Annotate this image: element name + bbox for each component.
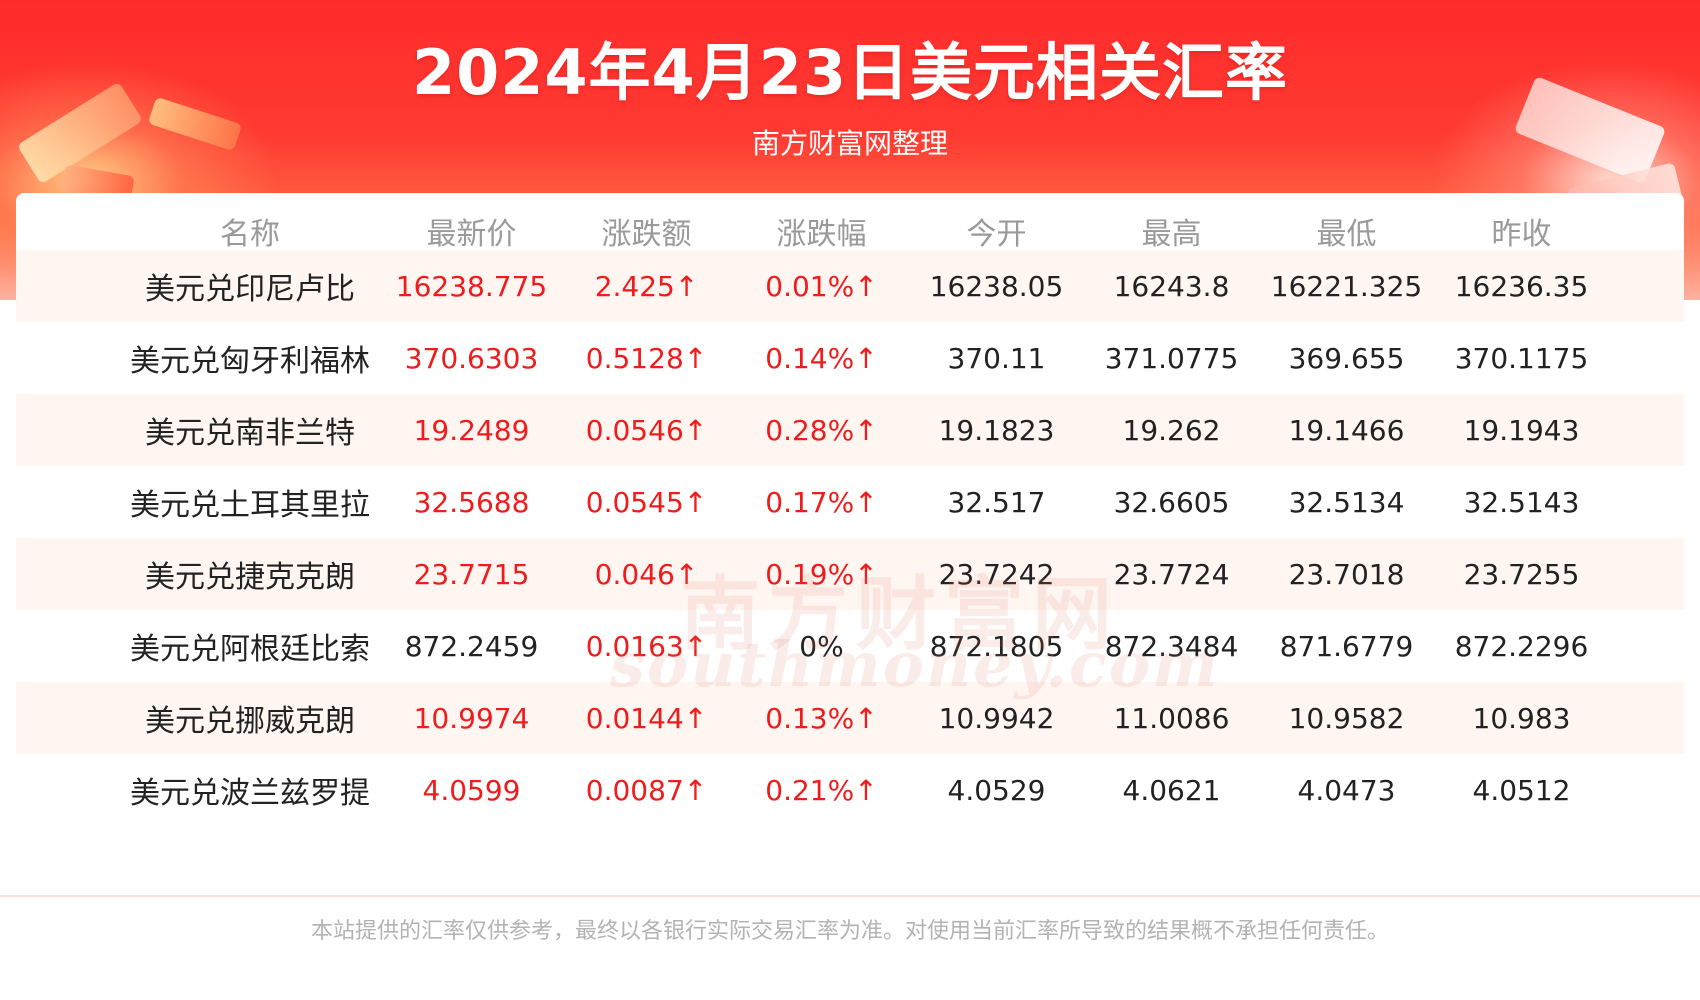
- cell-name: 美元兑土耳其里拉: [130, 488, 370, 523]
- cell-open: 872.1805: [929, 629, 1064, 663]
- table-row: 美元兑波兰兹罗提 4.0599 0.0087↑ 0.21%↑ 4.0529 4.0621 4…: [16, 754, 1684, 826]
- cell-high: 32.6605: [1113, 485, 1230, 519]
- cell-change-pct: 0.28%↑: [765, 413, 878, 447]
- cell-high: 19.262: [1122, 413, 1221, 447]
- cell-prev-close: 872.2296: [1454, 629, 1589, 663]
- cell-latest: 32.5688: [413, 485, 530, 519]
- cell-change-pct: 0.14%↑: [765, 341, 878, 375]
- cell-name: 美元兑匈牙利福林: [130, 344, 370, 379]
- footer-disclaimer: 本站提供的汇率仅供参考，最终以各银行实际交易汇率为准。对使用当前汇率所导致的结果…: [310, 919, 1389, 944]
- cell-low: 4.0473: [1297, 773, 1396, 807]
- cell-latest: 23.7715: [413, 557, 530, 591]
- cell-prev-close: 23.7255: [1463, 557, 1580, 591]
- cell-change: 0.0545↑: [585, 485, 708, 519]
- cell-prev-close: 370.1175: [1454, 341, 1589, 375]
- column-header-change-pct: 涨跌幅: [776, 217, 867, 252]
- cell-change-pct: 0.01%↑: [765, 269, 878, 303]
- cell-open: 19.1823: [938, 413, 1055, 447]
- cell-prev-close: 10.983: [1472, 701, 1571, 735]
- table-row: 美元兑匈牙利福林 370.6303 0.5128↑ 0.14%↑ 370.11 371.0…: [16, 322, 1684, 394]
- page-subtitle: 南方财富网整理: [751, 127, 948, 160]
- cell-change: 2.425↑: [594, 269, 699, 303]
- column-header-low: 最低: [1316, 217, 1377, 252]
- cell-change: 0.0087↑: [585, 773, 708, 807]
- cell-prev-close: 16236.35: [1454, 269, 1589, 303]
- cell-open: 23.7242: [938, 557, 1055, 591]
- table-row: 美元兑捷克克朗 23.7715 0.046↑ 0.19%↑ 23.7242 23.7724…: [16, 538, 1684, 610]
- cell-low: 871.6779: [1279, 629, 1414, 663]
- footer-divider: [0, 895, 1700, 897]
- cell-low: 32.5134: [1288, 485, 1405, 519]
- cell-high: 16243.8: [1113, 269, 1230, 303]
- page-title: 2024年4月23日美元相关汇率: [412, 36, 1288, 109]
- cell-open: 32.517: [947, 485, 1046, 519]
- cell-change: 0.0163↑: [585, 629, 708, 663]
- cell-high: 4.0621: [1122, 773, 1221, 807]
- cell-name: 美元兑挪威克朗: [145, 704, 355, 739]
- cell-change-pct: 0.13%↑: [765, 701, 878, 735]
- cell-latest: 10.9974: [413, 701, 530, 735]
- table-row: 美元兑印尼卢比 16238.775 2.425↑ 0.01%↑ 16238.05 1624…: [16, 250, 1684, 322]
- table-row: 美元兑土耳其里拉 32.5688 0.0545↑ 0.17%↑ 32.517 32.660…: [16, 466, 1684, 538]
- cell-latest: 872.2459: [404, 629, 539, 663]
- cell-change-pct: 0.17%↑: [765, 485, 878, 519]
- cell-name: 美元兑捷克克朗: [145, 560, 355, 595]
- cell-open: 370.11: [947, 341, 1046, 375]
- cell-low: 10.9582: [1288, 701, 1405, 735]
- column-header-open: 今开: [966, 217, 1027, 252]
- cell-prev-close: 4.0512: [1472, 773, 1571, 807]
- cell-change-pct: 0.21%↑: [765, 773, 878, 807]
- column-header-name: 名称: [220, 217, 280, 252]
- cell-name: 美元兑南非兰特: [145, 416, 355, 451]
- cell-change-pct: 0%: [799, 629, 844, 663]
- cell-name: 美元兑波兰兹罗提: [130, 776, 370, 811]
- cell-change-pct: 0.19%↑: [765, 557, 878, 591]
- cell-prev-close: 19.1943: [1463, 413, 1580, 447]
- cell-open: 10.9942: [938, 701, 1055, 735]
- cell-latest: 4.0599: [422, 773, 521, 807]
- cell-prev-close: 32.5143: [1463, 485, 1580, 519]
- cell-change: 0.0144↑: [585, 701, 708, 735]
- cell-high: 872.3484: [1104, 629, 1239, 663]
- table-row: 美元兑阿根廷比索 872.2459 0.0163↑ 0% 872.1805 872.348…: [16, 610, 1684, 682]
- cell-change: 0.5128↑: [585, 341, 708, 375]
- rate-table: 名称 最新价 涨跌额 涨跌幅 今开 最高 最低 昨收 美元兑印尼卢比 16238.…: [16, 193, 1684, 895]
- cell-open: 16238.05: [929, 269, 1064, 303]
- column-header-latest: 最新价: [426, 217, 517, 252]
- cell-latest: 370.6303: [404, 341, 539, 375]
- cell-latest: 19.2489: [413, 413, 530, 447]
- cell-name: 美元兑阿根廷比索: [130, 632, 370, 667]
- cell-latest: 16238.775: [395, 269, 548, 303]
- cell-open: 4.0529: [947, 773, 1046, 807]
- cell-low: 16221.325: [1270, 269, 1423, 303]
- column-header-high: 最高: [1141, 217, 1202, 252]
- cell-name: 美元兑印尼卢比: [145, 272, 355, 307]
- cell-high: 11.0086: [1113, 701, 1230, 735]
- cell-high: 23.7724: [1113, 557, 1230, 591]
- cell-low: 19.1466: [1288, 413, 1405, 447]
- table-row: 美元兑南非兰特 19.2489 0.0546↑ 0.28%↑ 19.1823 19.262…: [16, 394, 1684, 466]
- cell-change: 0.046↑: [594, 557, 699, 591]
- cell-low: 369.655: [1288, 341, 1405, 375]
- column-header-change: 涨跌额: [601, 217, 692, 252]
- table-header-row: 名称 最新价 涨跌额 涨跌幅 今开 最高 最低 昨收: [16, 193, 1684, 269]
- cell-high: 371.0775: [1104, 341, 1239, 375]
- cell-change: 0.0546↑: [585, 413, 708, 447]
- cell-low: 23.7018: [1288, 557, 1405, 591]
- column-header-prev-close: 昨收: [1491, 217, 1552, 252]
- table-row: 美元兑挪威克朗 10.9974 0.0144↑ 0.13%↑ 10.9942 11.008…: [16, 682, 1684, 754]
